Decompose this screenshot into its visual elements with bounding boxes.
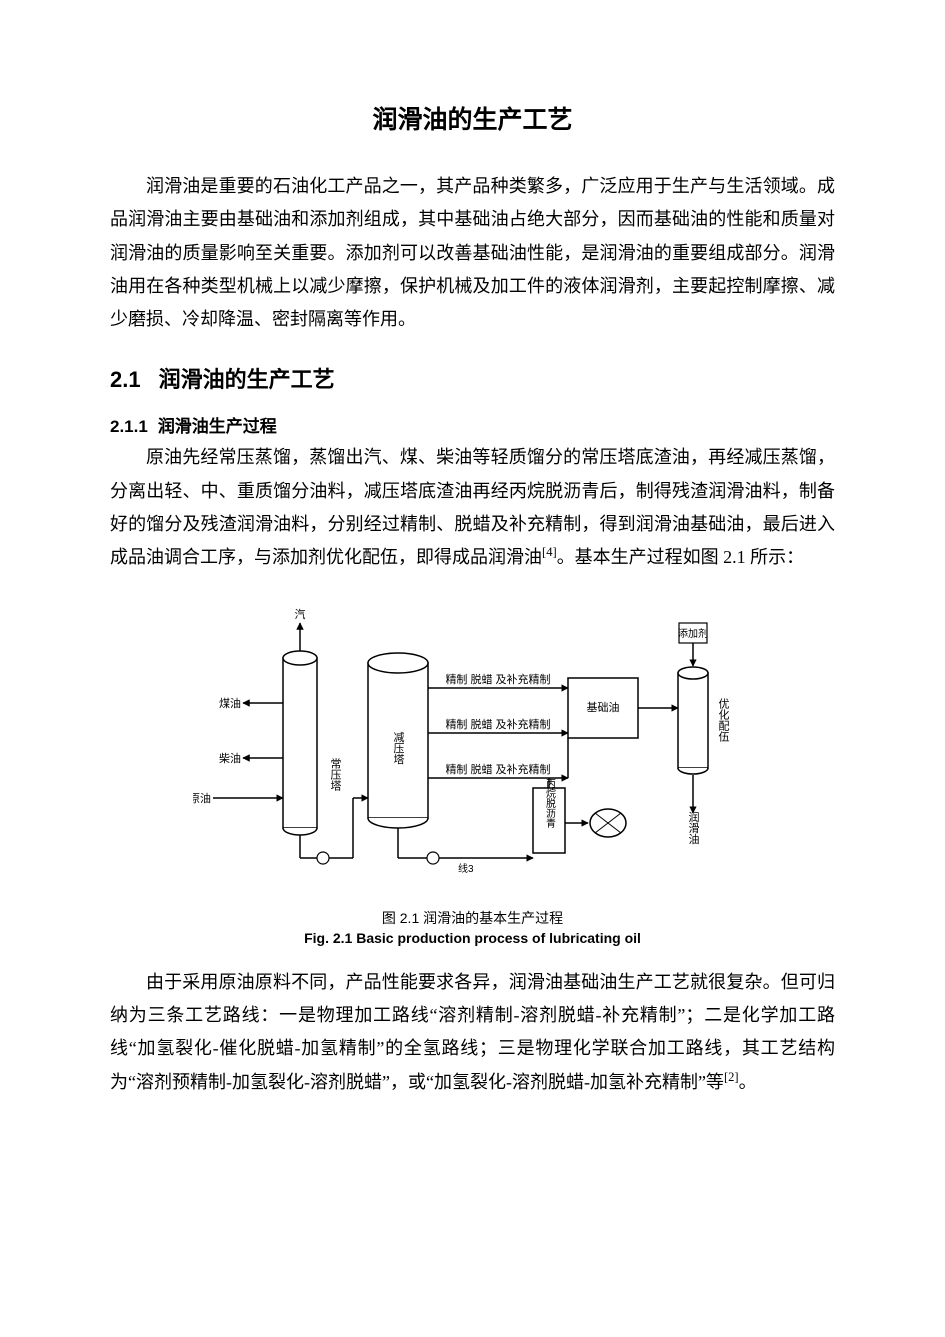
h3-number: 2.1.1 xyxy=(110,417,148,436)
label-line2: 精制 脱蜡 及补充精制 xyxy=(445,717,550,731)
propane-deasphalting: 丙烷脱沥青 xyxy=(533,778,565,853)
intro-paragraph: 润滑油是重要的石油化工产品之一，其产品种类繁多，广泛应用于生产与生活领域。成品润… xyxy=(110,170,835,336)
atmospheric-column: 常压塔 xyxy=(283,651,342,835)
h3-text: 润滑油生产过程 xyxy=(158,417,277,436)
para2-b: 。基本生产过程如图 2.1 所示： xyxy=(557,547,805,567)
process-diagram: 常压塔 减压塔 汽 煤油 柴油 原油 xyxy=(193,603,753,893)
figure-caption-cn: 图 2.1 润滑油的基本生产过程 xyxy=(110,908,835,928)
label-runhuayou: 润滑油 xyxy=(687,810,700,844)
h2-text: 润滑油的生产工艺 xyxy=(159,367,335,392)
label-lineS: 线3 xyxy=(458,862,474,875)
label-jichuyou: 基础油 xyxy=(586,700,619,714)
doc-title: 润滑油的生产工艺 xyxy=(110,100,835,136)
heading-2-1-1: 2.1.1 润滑油生产过程 xyxy=(110,412,835,437)
label-meiyou: 煤油 xyxy=(219,696,241,710)
figure-caption-en: Fig. 2.1 Basic production process of lub… xyxy=(110,930,835,946)
label-tianjiaji: 添加剂 xyxy=(678,627,708,640)
page: 润滑油的生产工艺 润滑油是重要的石油化工产品之一，其产品种类繁多，广泛应用于生产… xyxy=(0,0,945,1337)
label-qi: 汽 xyxy=(294,607,305,621)
process-paragraph: 原油先经常压蒸馏，蒸馏出汽、煤、柴油等轻质馏分的常压塔底渣油，再经减压蒸馏，分离… xyxy=(110,441,835,574)
separator-vessel xyxy=(590,809,626,837)
citation-4: [4] xyxy=(542,545,557,559)
label-changya: 常压塔 xyxy=(329,757,342,791)
vacuum-column: 减压塔 xyxy=(368,653,428,828)
label-jianya: 减压塔 xyxy=(392,731,405,765)
label-yuanyou: 原油 xyxy=(193,791,211,805)
heading-2-1: 2.1 润滑油的生产工艺 xyxy=(110,362,835,394)
h2-number: 2.1 xyxy=(110,367,141,392)
citation-2: [2] xyxy=(724,1070,739,1084)
para3-b: 。 xyxy=(739,1072,757,1092)
label-youhua: 优化配伍 xyxy=(717,697,730,742)
blending-column: 优化配伍 xyxy=(678,667,730,774)
label-line3: 精制 脱蜡 及补充精制 xyxy=(445,762,550,776)
routes-paragraph: 由于采用原油原料不同，产品性能要求各异，润滑油基础油生产工艺就很复杂。但可归纳为… xyxy=(110,966,835,1099)
label-chaiyou: 柴油 xyxy=(219,751,241,765)
label-line1: 精制 脱蜡 及补充精制 xyxy=(445,672,550,686)
figure-2-1: 常压塔 减压塔 汽 煤油 柴油 原油 xyxy=(110,603,835,946)
